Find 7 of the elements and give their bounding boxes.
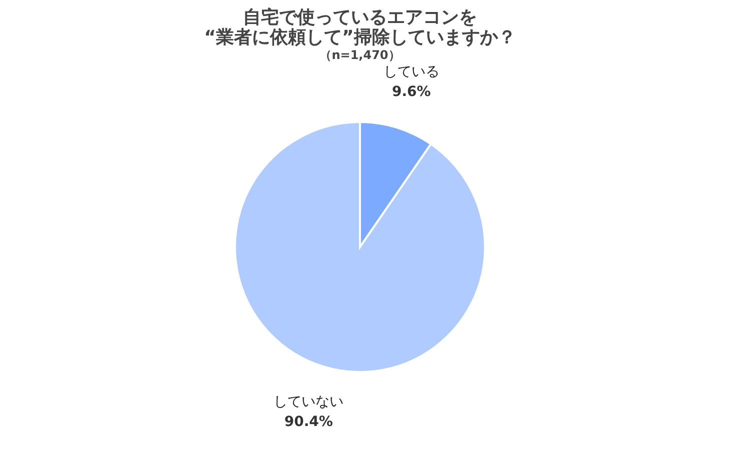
chart-subtitle: （n=1,470） (320, 48, 400, 62)
chart-title: 自宅で使っているエアコンを “業者に依頼して”掃除していますか？ (204, 6, 516, 48)
slice-label: している (383, 64, 440, 80)
pie-slice (234, 121, 486, 373)
data-label: 9.6% (392, 84, 431, 100)
data-label: 90.4% (284, 414, 333, 430)
slice-label: していない (274, 394, 344, 410)
